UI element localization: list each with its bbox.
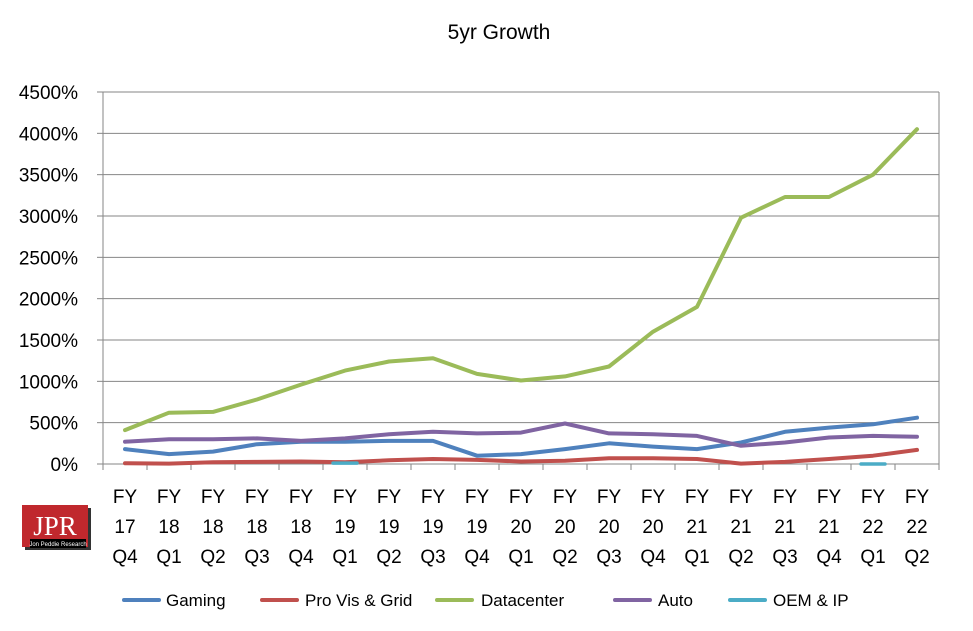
legend-item: Pro Vis & Grid: [260, 591, 412, 610]
series-line: [123, 415, 919, 458]
x-tick-label: FY 21 Q1: [684, 487, 709, 568]
jpr-logo: JPR Jon Peddie Research: [22, 505, 92, 551]
x-tick-label: FY 17 Q4: [112, 487, 138, 568]
legend-label: Gaming: [166, 591, 226, 610]
series-line: [123, 127, 919, 433]
legend: Gaming Pro Vis & Grid Datacenter Auto OEM & …: [122, 591, 849, 610]
x-tick-label: FY 19 Q1: [332, 487, 357, 568]
y-tick-label: 4000%: [19, 124, 78, 145]
x-axis: FY 17 Q4 FY 18 Q1 FY 18 Q2 FY 18 Q3 FY 18 Q4 FY 19 Q1 FY 19…: [112, 487, 929, 568]
x-tick-label: FY 20 Q1: [508, 487, 533, 568]
x-tick-label: FY 22 Q2: [904, 487, 929, 568]
x-tick-label: FY 18 Q1: [156, 487, 181, 568]
y-axis: 0% 500% 1000% 1500% 2000% 2500% 3000% 3500% 4000…: [19, 83, 78, 476]
svg-text:Jon Peddie Research: Jon Peddie Research: [29, 542, 86, 548]
y-tick-label: 3500%: [19, 166, 78, 187]
series-line: [123, 421, 919, 448]
x-tick-label: FY 20 Q4: [640, 487, 666, 568]
legend-item: Auto: [613, 591, 693, 610]
y-tick-label: 3000%: [19, 207, 78, 228]
legend-label: Datacenter: [481, 591, 564, 610]
series-oem-ip: [331, 461, 887, 466]
y-tick-label: 1000%: [19, 372, 78, 393]
chart-title: 5yr Growth: [448, 21, 551, 44]
x-tick-label: FY 18 Q3: [244, 487, 269, 568]
legend-item: Datacenter: [435, 591, 564, 610]
series-datacenter: [123, 127, 919, 433]
svg-text:JPR: JPR: [33, 511, 77, 541]
legend-label: Auto: [658, 591, 693, 610]
x-tick-label: FY 18 Q4: [288, 487, 314, 568]
series-gaming: [123, 415, 919, 458]
legend-item: Gaming: [122, 591, 226, 610]
gridlines: [97, 91, 940, 470]
legend-label: Pro Vis & Grid: [305, 591, 412, 610]
x-tick-label: FY 21 Q2: [728, 487, 753, 568]
legend-label: OEM & IP: [773, 591, 849, 610]
series-lines: [123, 127, 919, 466]
y-tick-label: 4500%: [19, 83, 78, 104]
series-pro-vis-grid: [123, 447, 919, 466]
x-tick-label: FY 21 Q4: [816, 487, 842, 568]
x-tick-label: FY 20 Q3: [596, 487, 621, 568]
y-tick-label: 2000%: [19, 290, 78, 311]
x-tick-label: FY 22 Q1: [860, 487, 885, 568]
x-tick-label: FY 19 Q2: [376, 487, 401, 568]
y-tick-label: 0%: [51, 455, 79, 476]
x-tick-label: FY 19 Q4: [464, 487, 490, 568]
x-tick-label: FY 21 Q3: [772, 487, 797, 568]
series-auto: [123, 421, 919, 448]
series-line: [123, 447, 919, 466]
legend-item: OEM & IP: [728, 591, 849, 610]
y-tick-label: 2500%: [19, 248, 78, 269]
y-tick-label: 1500%: [19, 331, 78, 352]
x-tick-label: FY 19 Q3: [420, 487, 445, 568]
x-tick-label: FY 18 Q2: [200, 487, 225, 568]
x-tick-label: FY 20 Q2: [552, 487, 577, 568]
y-tick-label: 500%: [29, 414, 78, 435]
